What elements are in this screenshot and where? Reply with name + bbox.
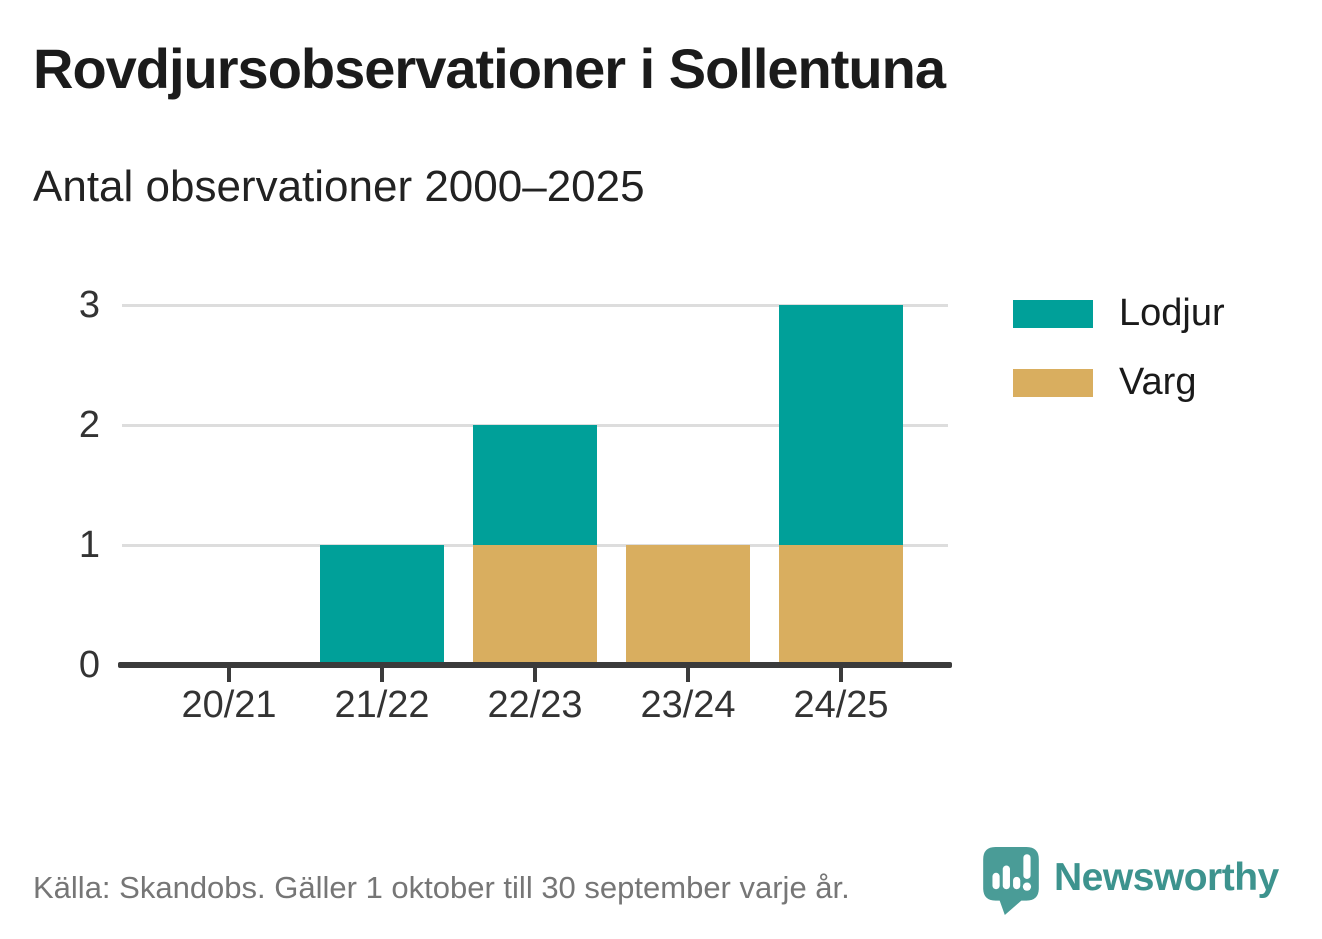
legend-label: Lodjur <box>1119 292 1225 334</box>
x-tick-23-24 <box>686 668 690 682</box>
legend-item-lodjur: Lodjur <box>1013 292 1225 335</box>
y-axis-label: 2 <box>78 404 100 446</box>
bar-lodjur-22-23 <box>473 425 597 545</box>
source-text: Källa: Skandobs. Gäller 1 oktober till 3… <box>33 870 850 905</box>
legend-item-varg: Varg <box>1013 361 1225 404</box>
x-tick-22-23 <box>533 668 537 682</box>
y-axis-label: 3 <box>78 284 100 326</box>
x-tick-24-25 <box>839 668 843 682</box>
newsworthy-logo-icon <box>983 847 1039 915</box>
bar-varg-24-25 <box>779 545 903 665</box>
legend-label: Varg <box>1119 361 1197 403</box>
x-axis-label: 22/23 <box>487 684 583 726</box>
x-tick-21-22 <box>380 668 384 682</box>
x-axis-line <box>118 662 952 668</box>
plot-area: 20/21 21/22 22/23 23/24 24/25 <box>118 304 952 726</box>
y-axis-label: 1 <box>78 524 100 566</box>
bar-varg-23-24 <box>626 545 750 665</box>
x-axis-label: 21/22 <box>334 684 430 726</box>
y-axis-label: 0 <box>78 644 100 686</box>
gridline-y3 <box>122 304 948 307</box>
legend-swatch-lodjur <box>1013 299 1093 328</box>
x-axis-label: 24/25 <box>793 684 889 726</box>
chart-title: Rovdjursobservationer i Sollentuna <box>33 37 946 100</box>
x-tick-20-21 <box>227 668 231 682</box>
bar-varg-22-23 <box>473 545 597 665</box>
bar-lodjur-24-25 <box>779 305 903 545</box>
x-axis-label: 23/24 <box>640 684 736 726</box>
bar-lodjur-21-22 <box>320 545 444 665</box>
newsworthy-logo: Newsworthy <box>983 847 1279 915</box>
legend: Lodjur Varg <box>1013 292 1225 430</box>
newsworthy-logo-text: Newsworthy <box>1054 856 1279 899</box>
chart-subtitle: Antal observationer 2000–2025 <box>33 162 645 211</box>
x-axis-label: 20/21 <box>181 684 277 726</box>
legend-swatch-varg <box>1013 368 1093 397</box>
